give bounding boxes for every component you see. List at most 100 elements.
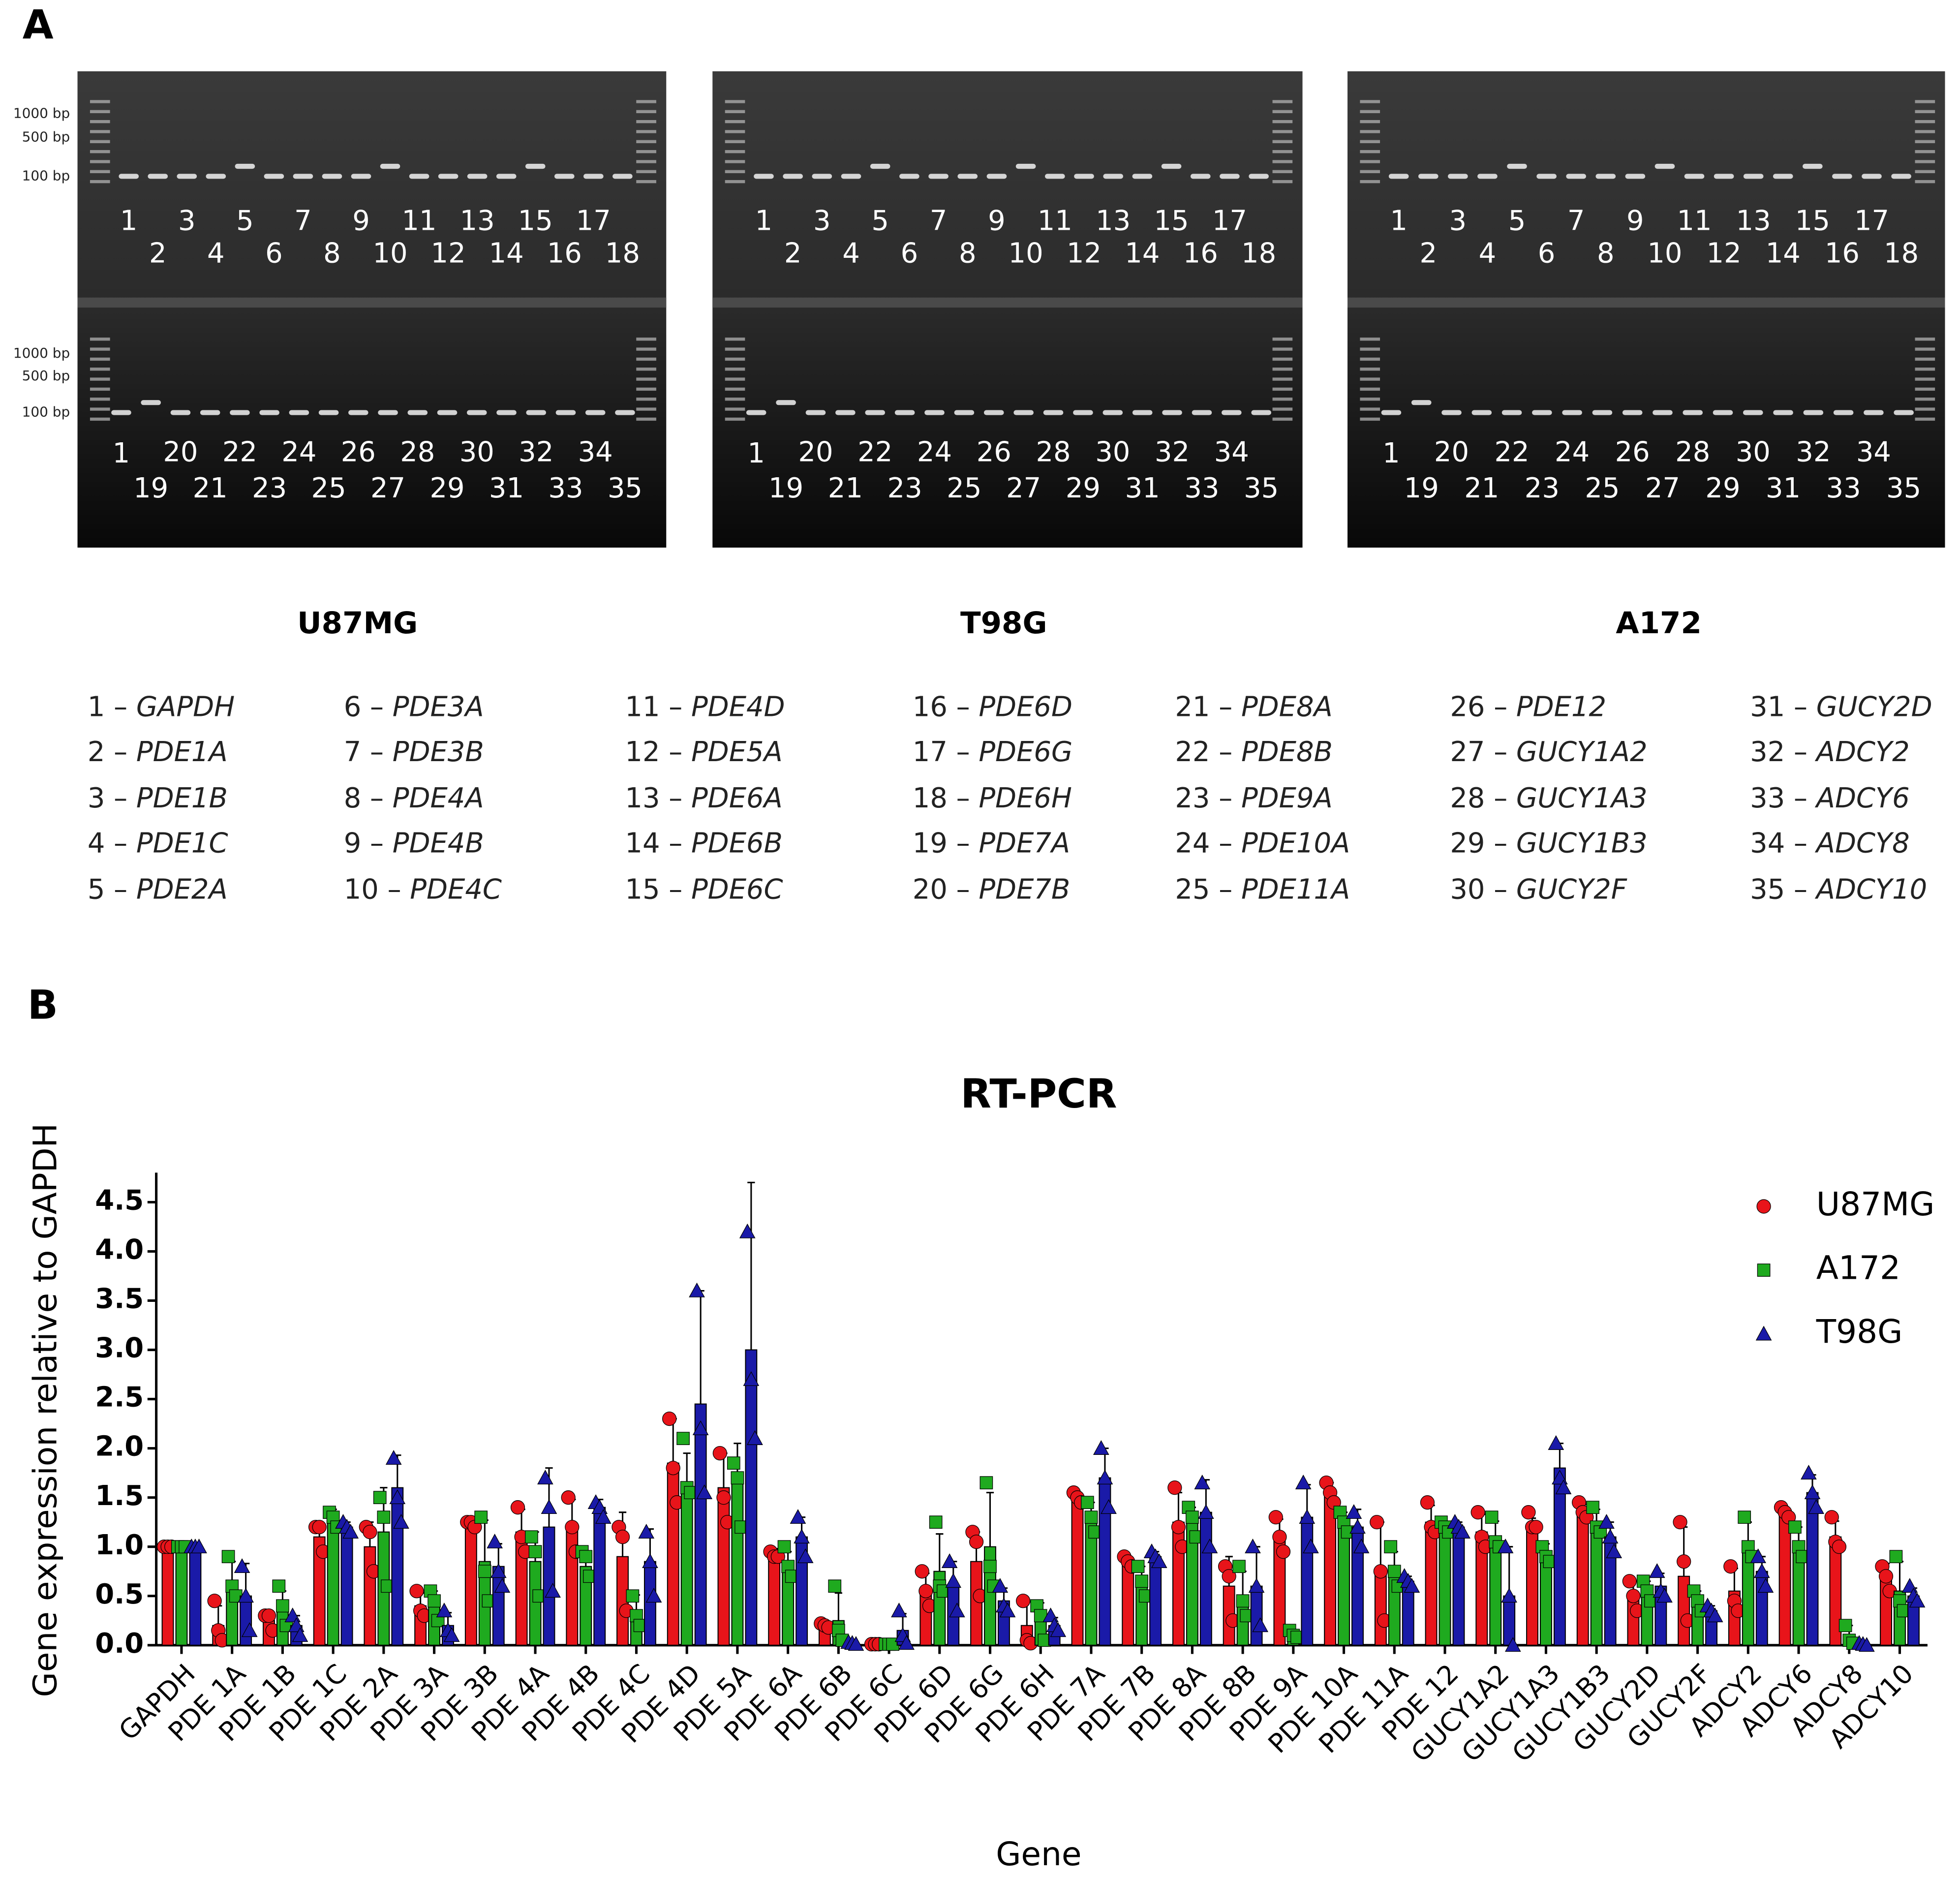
bar [391,1487,404,1646]
gel-band [438,174,459,179]
key-gene: PDE8B [1241,736,1333,768]
gel-band [1477,174,1498,179]
legend-label: A172 [1816,1249,1900,1287]
data-point [1649,1563,1665,1578]
data-point [777,1540,791,1554]
data-point [945,1573,962,1588]
lane-label: 19 [133,472,168,504]
key-entry: 2 – PDE1A [88,736,228,768]
key-gene: GAPDH [136,691,235,723]
ladder-band [636,110,656,114]
lane-label: 21 [193,472,228,504]
data-point [1194,1475,1211,1489]
gel-band [148,174,168,179]
data-point [626,1589,640,1603]
ladder-band [90,180,110,184]
gel-band [467,174,488,179]
key-entry: 28 – GUCY1A3 [1450,782,1647,814]
ladder-band [636,398,656,401]
key-gene: PDE7A [979,828,1070,860]
key-entry: 31 – GUCY2D [1750,691,1932,723]
key-separator: – [1794,874,1807,906]
error-bar [834,1592,842,1621]
bar [529,1561,542,1646]
data-point [207,1594,222,1608]
y-tick-label: 3.0 [95,1332,144,1364]
lane-label: 2 [784,238,802,270]
ladder-band [1360,150,1380,154]
ladder-band [90,357,110,361]
ladder-band [90,110,110,114]
key-number: 34 [1750,828,1785,860]
key-gene: ADCY6 [1815,782,1910,814]
ladder-band [90,140,110,143]
ladder-band [636,347,656,351]
key-separator: – [1494,782,1507,814]
lane-label: 18 [605,238,640,270]
lane-label: 19 [768,472,803,504]
key-gene: PDE1B [136,782,228,814]
key-number: 11 [625,691,660,723]
bar [1199,1511,1212,1646]
gel-band [1803,410,1824,415]
gel-band [1411,400,1432,405]
ladder-band [725,407,745,411]
data-point [1299,1509,1316,1524]
gel-band [1894,410,1914,415]
gel-band [1862,174,1882,179]
x-axis-label: Gene [996,1835,1081,1873]
lane-label: 6 [1538,238,1556,270]
gel-band [293,174,313,179]
key-separator: – [388,874,401,906]
ladder-band [90,338,110,341]
data-point [747,1430,763,1445]
ladder-label: 100 bp [22,167,70,184]
bar [1301,1516,1314,1646]
lane-label: 13 [1736,205,1771,237]
ladder-label: 1000 bp [13,105,70,121]
ladder-band [1272,170,1293,173]
data-point [312,1520,327,1535]
data-point [1859,1637,1875,1652]
key-gene: PDE6G [979,736,1072,768]
ladder-band [90,387,110,391]
data-point [1521,1505,1536,1520]
key-number: 6 [344,691,362,723]
lane-label: 26 [1615,436,1650,468]
ladder-label: 500 bp [22,368,70,384]
gel-band [1221,410,1242,415]
gel-band [841,174,861,179]
key-entry: 16 – PDE6D [913,691,1072,723]
ladder-band [1915,160,1935,163]
lane-label: 10 [1009,238,1043,270]
gel-band [230,410,250,415]
gel-band [986,174,1007,179]
key-entry: 26 – PDE12 [1450,691,1606,723]
y-tick-label: 0.5 [95,1578,144,1610]
key-number: 21 [1175,691,1210,723]
gel-band [1418,174,1439,179]
data-point [1801,1465,1817,1479]
ladder-band [1360,100,1380,103]
lane-label: 29 [1066,472,1101,504]
bar [492,1566,505,1646]
gel-band [1832,174,1852,179]
data-point [1346,1504,1362,1519]
bar [1627,1595,1640,1646]
gel-band [585,410,606,415]
gel-band [264,174,284,179]
data-point [1252,1617,1268,1633]
key-entry: 20 – PDE7B [913,874,1070,906]
key-separator: – [114,782,127,814]
lane-label: 5 [1508,205,1526,237]
bar [175,1546,188,1646]
gel-band [235,163,255,169]
data-point [528,1545,542,1559]
lane-label: 34 [1856,436,1891,468]
key-entry: 15 – PDE6C [625,874,783,906]
gel-band [1507,163,1527,169]
gel-band [1653,410,1673,415]
key-number: 12 [625,736,660,768]
gel-band [1562,410,1582,415]
lane-label: 9 [1626,205,1644,237]
